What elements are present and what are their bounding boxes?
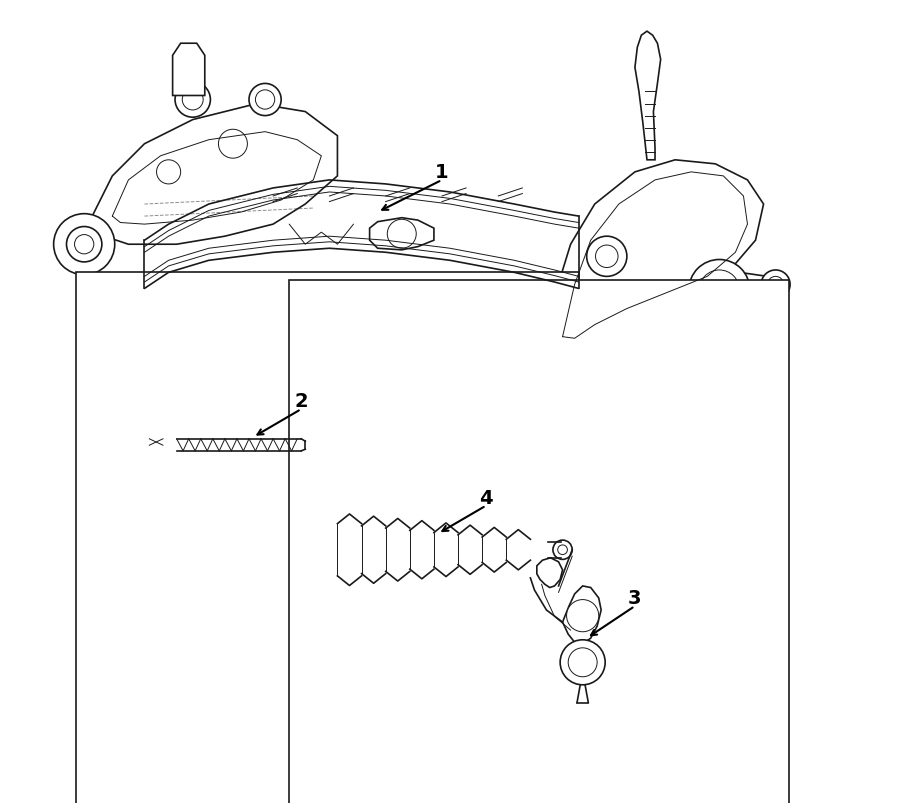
FancyBboxPatch shape: [289, 281, 789, 803]
Text: 4: 4: [480, 488, 493, 507]
Circle shape: [587, 237, 627, 277]
Circle shape: [256, 91, 274, 110]
Circle shape: [54, 214, 114, 275]
Circle shape: [387, 220, 416, 249]
Polygon shape: [562, 586, 601, 644]
Circle shape: [768, 277, 784, 293]
Circle shape: [67, 227, 102, 263]
Polygon shape: [88, 104, 338, 245]
Circle shape: [568, 648, 597, 677]
Circle shape: [562, 336, 588, 362]
Circle shape: [219, 130, 248, 159]
Polygon shape: [145, 432, 167, 454]
Polygon shape: [634, 32, 661, 161]
Circle shape: [552, 327, 597, 372]
FancyBboxPatch shape: [76, 273, 579, 803]
Circle shape: [249, 84, 281, 116]
Circle shape: [558, 545, 567, 555]
Polygon shape: [546, 161, 763, 357]
Circle shape: [553, 540, 572, 560]
Circle shape: [560, 640, 605, 685]
Circle shape: [157, 161, 181, 185]
Polygon shape: [167, 438, 176, 451]
Circle shape: [688, 260, 750, 321]
Circle shape: [175, 83, 211, 118]
Text: 3: 3: [628, 589, 642, 608]
Polygon shape: [173, 44, 205, 96]
Circle shape: [761, 271, 790, 300]
Polygon shape: [699, 273, 771, 301]
Circle shape: [75, 235, 94, 255]
Circle shape: [596, 246, 618, 268]
Circle shape: [699, 271, 740, 311]
Polygon shape: [370, 218, 434, 251]
Text: 1: 1: [435, 163, 449, 182]
Polygon shape: [536, 558, 562, 588]
Circle shape: [183, 90, 203, 111]
Text: 2: 2: [294, 392, 308, 411]
Circle shape: [567, 600, 598, 632]
